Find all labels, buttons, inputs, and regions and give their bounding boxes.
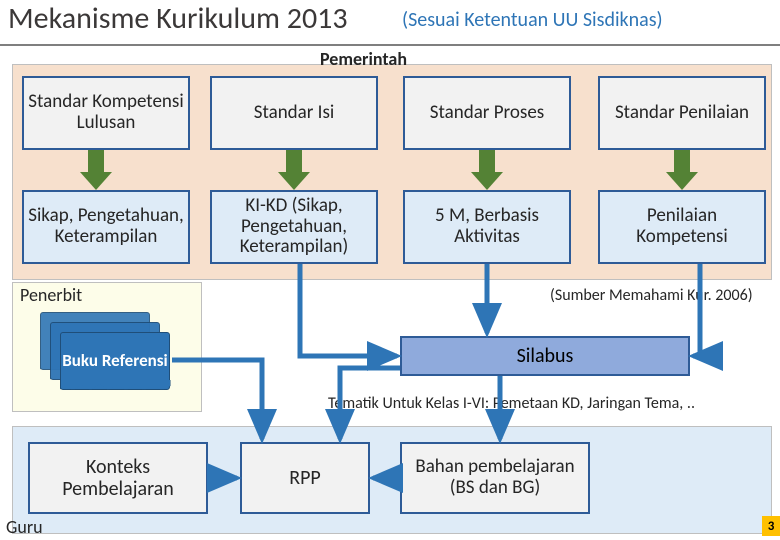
box-sikap: Sikap, Pengetahuan, Keterampilan (22, 190, 190, 264)
label-penerbit: Penerbit (20, 284, 82, 306)
box-penilaian-kompetensi: Penilaian Kompetensi (598, 190, 766, 264)
box-bahan: Bahan pembelajaran (BS dan BG) (400, 442, 590, 514)
buku-label: Buku Referensi (62, 352, 167, 370)
page-number-badge: 3 (762, 516, 780, 536)
page-subtitle: (Sesuai Ketentuan UU Sisdiknas) (402, 8, 663, 32)
box-5m: 5 M, Berbasis Aktivitas (403, 190, 571, 264)
box-buku: Buku Referensi (60, 332, 170, 390)
box-penilaian: Standar Penilaian (598, 76, 766, 150)
title-divider (0, 44, 780, 46)
label-guru: Guru (6, 516, 43, 538)
label-source: (Sumber Memahami Kur. 2006) (550, 286, 753, 305)
label-tematik: Tematik Untuk Kelas I-VI: Pemetaan KD, J… (328, 394, 695, 413)
box-proses: Standar Proses (403, 76, 571, 150)
page-title: Mekanisme Kurikulum 2013 (8, 0, 348, 37)
box-skl: Standar Kompetensi Lulusan (22, 76, 190, 150)
label-pemerintah: Pemerintah (320, 48, 407, 70)
box-silabus: Silabus (400, 336, 690, 376)
box-isi: Standar Isi (210, 76, 378, 150)
box-konteks: Konteks Pembelajaran (28, 442, 208, 514)
box-rpp: RPP (240, 442, 370, 514)
box-kikd: KI-KD (Sikap, Pengetahuan, Keterampilan) (210, 190, 378, 264)
